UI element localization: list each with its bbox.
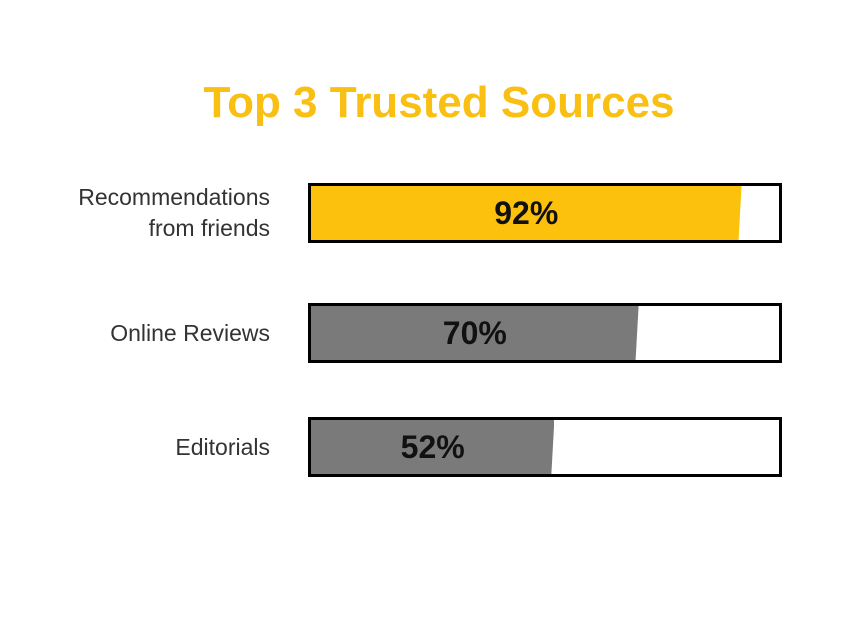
category-label: Online Reviews (10, 318, 270, 349)
bar (311, 306, 639, 360)
value-label: 70% (442, 315, 507, 351)
value-label: 92% (494, 195, 559, 231)
chart-title: Top 3 Trusted Sources (203, 78, 675, 127)
category-label-line: Editorials (175, 433, 270, 460)
category-label-line: from friends (148, 215, 270, 241)
bar (311, 420, 554, 474)
value-label: 52% (400, 429, 465, 465)
category-label-line: Online Reviews (110, 319, 270, 346)
bar-track: 52% (308, 417, 782, 477)
category-label-line: Recommendations (78, 184, 270, 210)
bar-track: 70% (308, 303, 782, 363)
category-label: Recommendations from friends (10, 182, 270, 244)
bar-track: 92% (308, 183, 782, 243)
category-label: Editorials (10, 432, 270, 463)
bar-highlight (311, 186, 742, 240)
